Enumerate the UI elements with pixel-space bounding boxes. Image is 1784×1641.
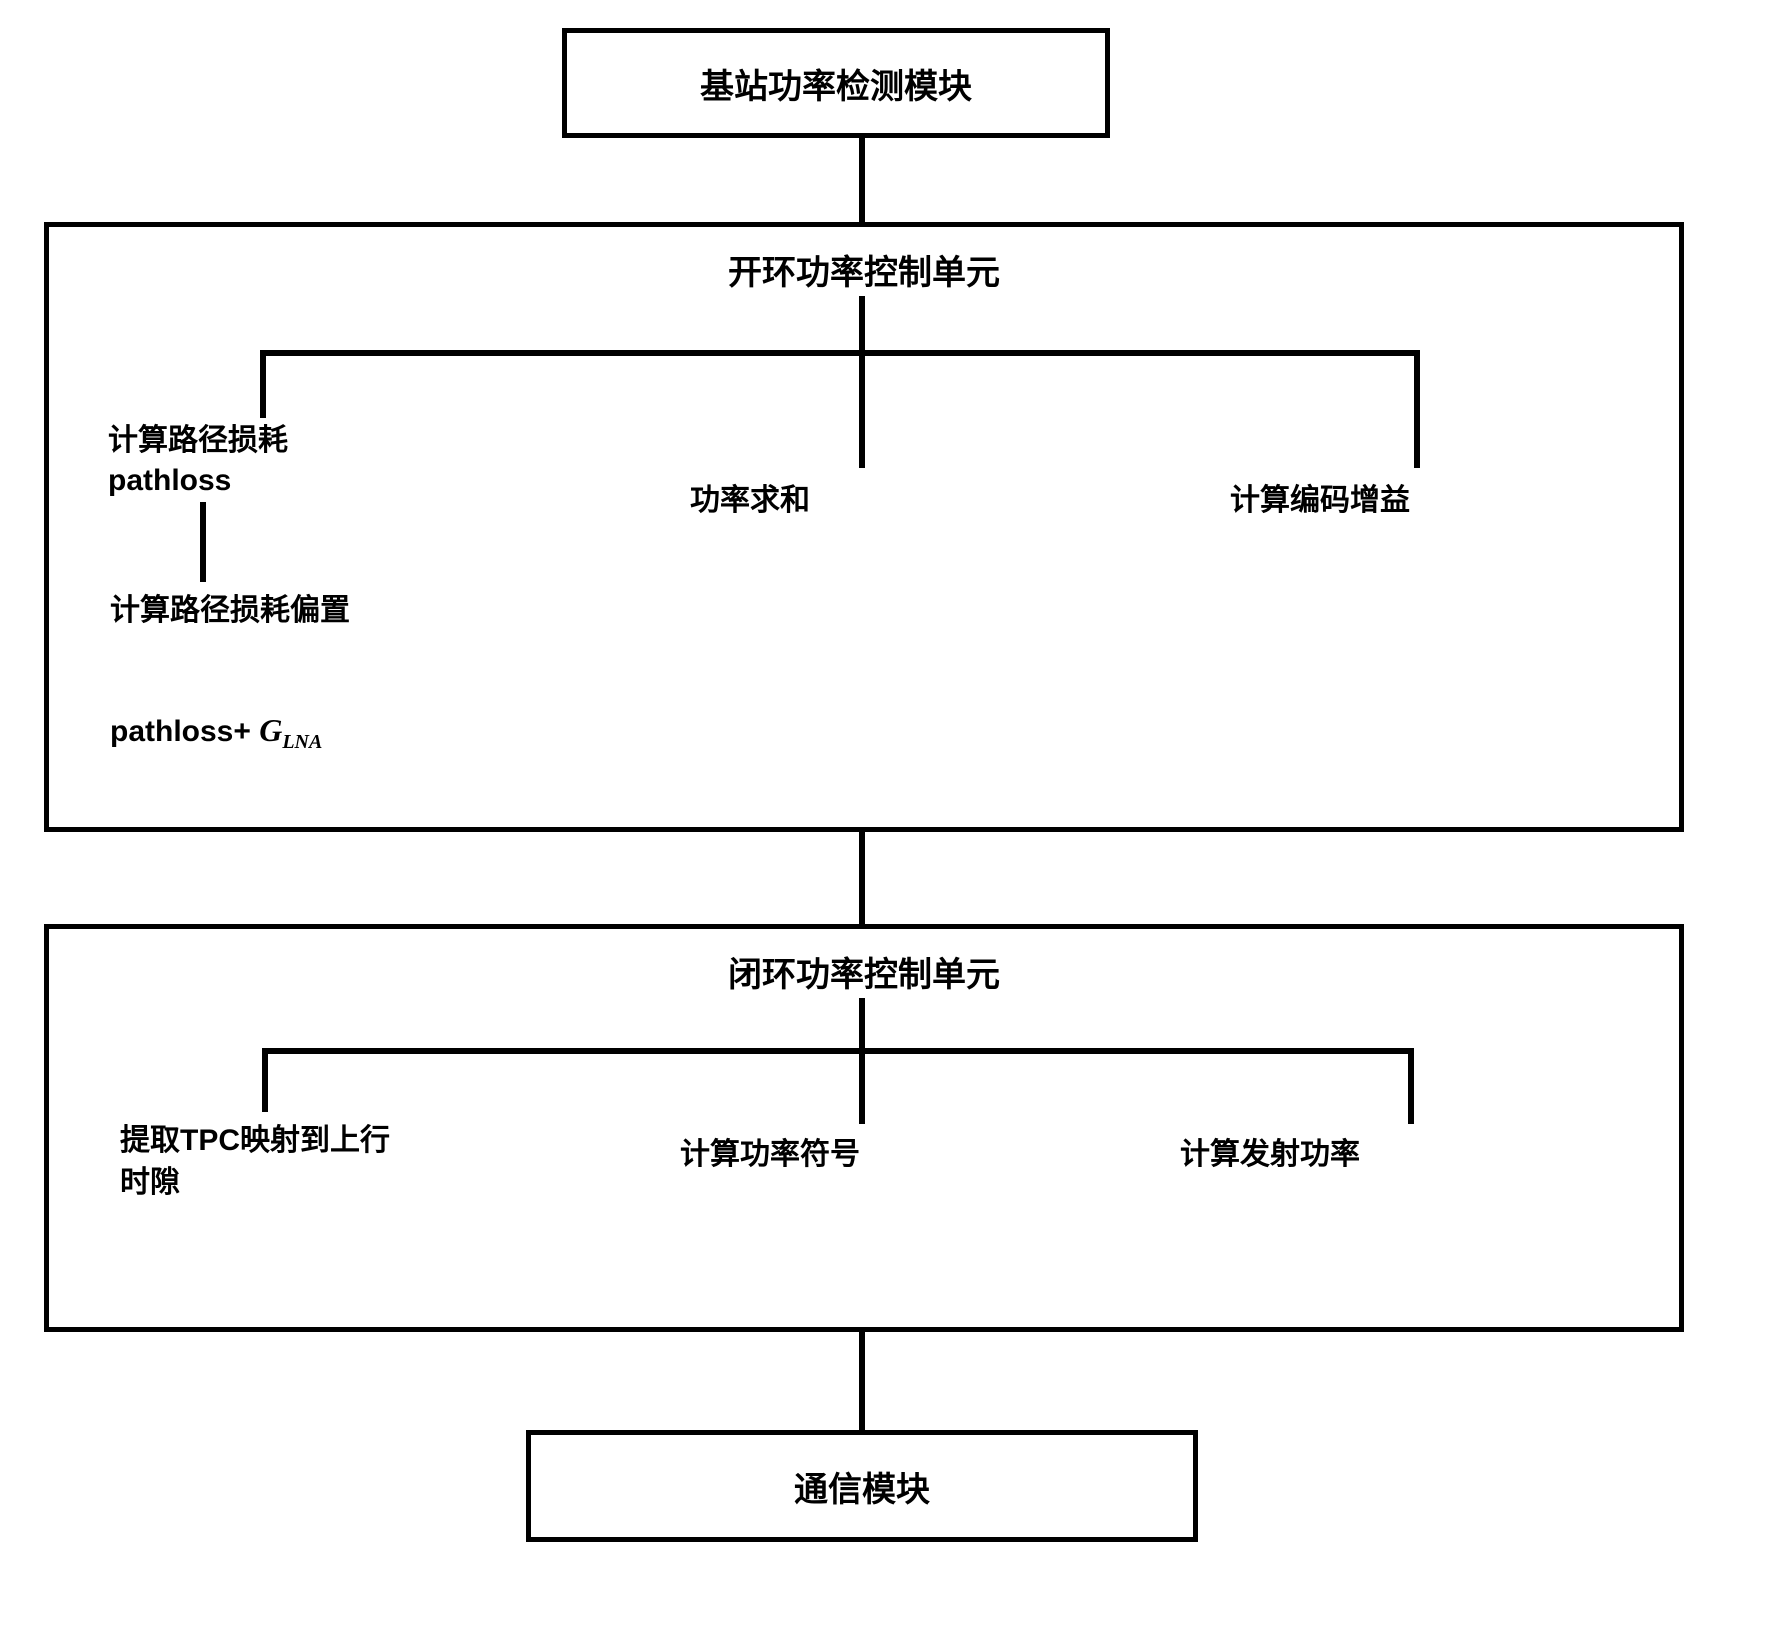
- closed-loop-title: 闭环功率控制单元: [44, 952, 1684, 1000]
- closedloop-drop-right: [1408, 1048, 1414, 1124]
- openloop-left-subline: [200, 502, 206, 582]
- bottom-module-label: 通信模块: [531, 1462, 1193, 1511]
- openloop-left-line1: 计算路径损耗: [108, 420, 288, 462]
- closedloop-right: 计算发射功率: [1180, 1134, 1360, 1176]
- openloop-left-line2: pathloss: [108, 460, 231, 502]
- closedloop-stem: [859, 998, 865, 1048]
- closedloop-drop-mid: [859, 1048, 865, 1124]
- sub2-var: G: [259, 712, 282, 748]
- closedloop-hbranch: [262, 1048, 1414, 1054]
- connector-3: [859, 1332, 865, 1430]
- openloop-drop-right: [1414, 350, 1420, 468]
- sub2-prefix: pathloss+: [110, 715, 259, 748]
- closedloop-left: 提取TPC映射到上行 时隙: [120, 1120, 500, 1204]
- openloop-stem: [859, 296, 865, 350]
- openloop-left-sub1: 计算路径损耗偏置: [110, 590, 350, 632]
- openloop-drop-left: [260, 350, 266, 418]
- closedloop-drop-left: [262, 1048, 268, 1112]
- sub2-subscript: LNA: [282, 731, 322, 753]
- openloop-mid: 功率求和: [690, 480, 810, 522]
- openloop-hbranch: [260, 350, 1420, 356]
- openloop-drop-mid: [859, 350, 865, 468]
- bottom-module-box: 通信模块: [526, 1430, 1198, 1542]
- top-module-box: 基站功率检测模块: [562, 28, 1110, 138]
- openloop-right: 计算编码增益: [1230, 480, 1410, 522]
- open-loop-title: 开环功率控制单元: [44, 250, 1684, 298]
- top-module-label: 基站功率检测模块: [567, 59, 1105, 108]
- connector-1: [859, 138, 865, 222]
- closedloop-mid: 计算功率符号: [680, 1134, 860, 1176]
- connector-2: [859, 832, 865, 924]
- openloop-left-sub2: pathloss+ GLNA: [110, 666, 322, 756]
